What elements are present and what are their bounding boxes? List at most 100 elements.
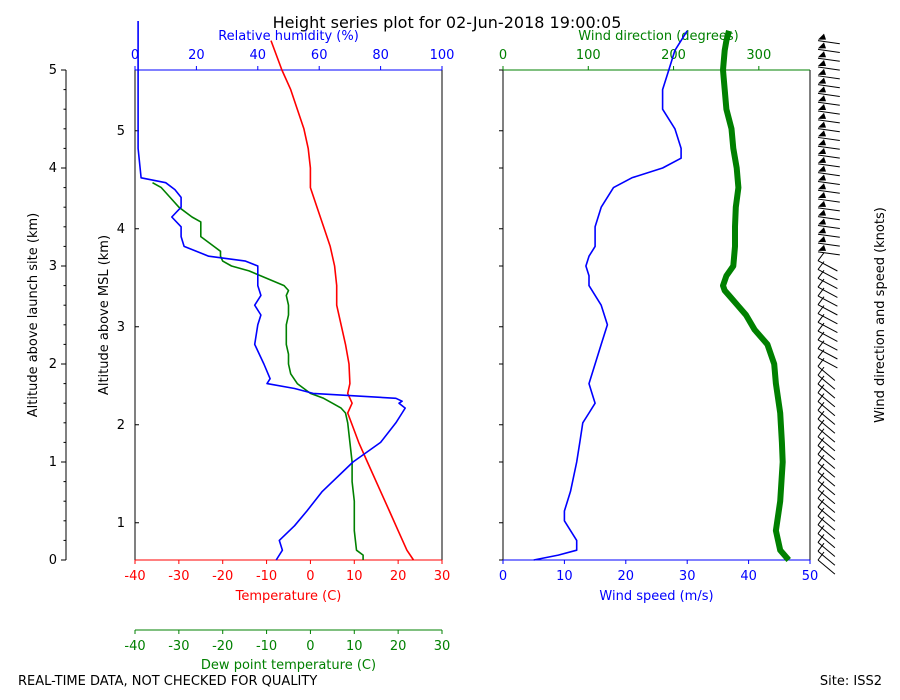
wind-barb-staff: [817, 409, 836, 425]
speed-tick-label: 20: [618, 569, 635, 584]
wind-barb-flag: [818, 244, 826, 251]
dir-tick-label: 300: [746, 48, 771, 63]
inner-alt-tick-label: 5: [117, 124, 125, 139]
site-footer: Site: ISS2: [819, 674, 882, 689]
wind-barb-staff: [817, 453, 836, 469]
speed-tick-label: 0: [499, 569, 507, 584]
wind-barb-staff: [817, 92, 840, 97]
wind-barb-staff: [817, 365, 836, 381]
wind-barb-staff: [817, 304, 838, 316]
wind-barb-feather: [817, 481, 825, 490]
wind-barb-staff: [817, 189, 840, 194]
wind-barb-feather: [817, 463, 825, 473]
wind-barb-flag: [818, 33, 826, 40]
outer-alt-tick-label: 3: [49, 259, 57, 274]
wind-barb-flag: [818, 183, 826, 190]
wind-barb-staff: [817, 154, 840, 159]
wind-barb-feather: [817, 472, 825, 482]
wind-barb-staff: [817, 66, 840, 71]
speed-tick-label: 10: [556, 569, 573, 584]
temp-tick-label: 20: [390, 569, 407, 584]
wind-barb-flag: [818, 130, 826, 137]
rh-tick-label: 0: [131, 48, 139, 63]
wind-barb-staff: [817, 462, 836, 478]
outer-alt-tick-label: 0: [49, 553, 57, 568]
temp-tick-label: 30: [434, 569, 451, 584]
outer-alt-tick-label: 2: [49, 357, 57, 372]
speed-tick-label: 50: [802, 569, 819, 584]
wind-barb-flag: [818, 112, 826, 119]
wind-barb-flag: [818, 51, 826, 58]
outer-alt-tick-label: 4: [49, 161, 57, 176]
wind-barb-feather: [817, 498, 825, 508]
wind-barb-feather: [817, 454, 825, 464]
wind-barb-staff: [817, 418, 836, 434]
wind-barb-staff: [817, 550, 836, 566]
outer-alt-tick-label: 5: [49, 63, 57, 78]
wind-barb-feather: [817, 551, 825, 561]
wind-barb-flag: [818, 104, 826, 111]
wind-barb-feather: [817, 525, 825, 534]
inner-alt-tick-label: 2: [117, 418, 125, 433]
wind-barb-staff: [817, 224, 840, 229]
wind-barb-staff: [817, 480, 836, 496]
wind-barb-staff: [817, 242, 840, 247]
wind-barb-staff: [817, 313, 838, 325]
wind-barb-staff: [817, 180, 840, 185]
wind-barb-staff: [817, 207, 840, 212]
wind-barb-staff: [817, 260, 838, 272]
wind-barb-staff: [817, 559, 836, 575]
wind-barb-feather: [817, 542, 825, 552]
wind-barb-staff: [817, 119, 840, 124]
dewpoint-tick-label: -20: [212, 639, 233, 654]
wind-barb-staff: [817, 515, 836, 531]
wind-barb-feather: [817, 375, 825, 385]
temp-tick-label: -40: [124, 569, 145, 584]
temp-tick-label: -10: [256, 569, 277, 584]
wind-barb-staff: [817, 524, 836, 540]
wind-barb-feather: [817, 446, 825, 455]
wind-barb-staff: [817, 172, 840, 177]
outer-alt-tick-label: 1: [49, 455, 57, 470]
wind-barb-staff: [817, 40, 840, 45]
wind-barb-flag: [818, 86, 826, 93]
dew-point-temperature-line: [152, 182, 364, 560]
wind-barb-feather: [817, 366, 825, 376]
wind-barb-flag: [818, 77, 826, 84]
wind-barb-staff: [817, 84, 840, 89]
wind-barb-staff: [817, 295, 838, 307]
wind-direction-line: [720, 30, 791, 562]
wind-barb-feather: [817, 534, 825, 543]
wind-barb-staff: [817, 321, 838, 334]
wind-barb-flag: [818, 95, 826, 102]
inner-alt-tick-label: 1: [117, 516, 125, 531]
wind-barb-staff: [817, 136, 840, 141]
wind-barb-staff: [817, 269, 838, 281]
speed-tick-label: 30: [679, 569, 696, 584]
wind-barb-staff: [817, 57, 840, 62]
temp-tick-label: 10: [346, 569, 363, 584]
wind-barb-feather: [817, 490, 825, 499]
wind-barb-staff: [817, 489, 836, 505]
wind-barb-feather: [817, 419, 825, 429]
relative-humidity-line: [137, 21, 407, 561]
wind-barb-feather: [817, 437, 825, 446]
speed-tick-label: 40: [740, 569, 757, 584]
wind-barb-staff: [817, 163, 840, 168]
wind-barb-flag: [818, 156, 826, 163]
wind-barb-staff: [817, 533, 836, 549]
dewpoint-tick-label: -10: [256, 639, 277, 654]
wind-barb-flag: [818, 68, 826, 75]
wind-barb-feather: [817, 507, 825, 517]
wind-barb-feather: [817, 428, 825, 438]
wind-barb-feather: [817, 402, 825, 411]
inner-alt-tick-label: 3: [117, 320, 125, 335]
wind-barb-staff: [817, 497, 836, 513]
temp-tick-label: -20: [212, 569, 233, 584]
wind-barb-flag: [818, 139, 826, 146]
wind-barb-flag: [818, 148, 826, 155]
wind-barb-feather: [817, 393, 825, 402]
inner-altitude-label: Altitude above MSL (km): [97, 235, 112, 395]
wind-barb-staff: [817, 101, 840, 106]
